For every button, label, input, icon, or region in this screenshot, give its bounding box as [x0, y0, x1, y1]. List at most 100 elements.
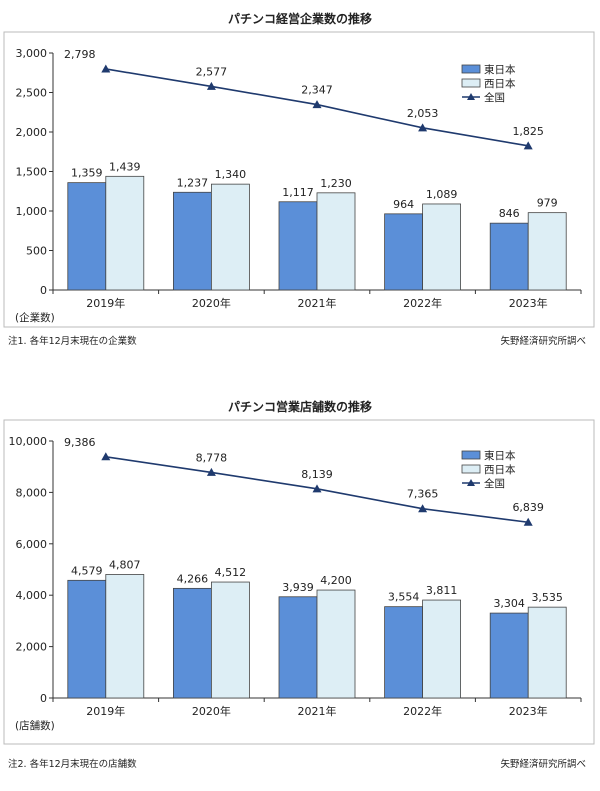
- chart1-line-marker: [418, 123, 428, 132]
- chart1-bar-east: [489, 222, 529, 291]
- chart1-legend-swatch-west: [461, 78, 481, 88]
- chart1-bar-label: 1,359: [71, 167, 103, 180]
- chart2-x-tick-label: 2021年: [298, 704, 337, 718]
- chart2-x-tick-label: 2023年: [509, 704, 548, 718]
- chart2-title: パチンコ営業店舗数の推移: [227, 400, 372, 414]
- chart1-bar-label: 1,237: [177, 176, 209, 189]
- chart2-y-tick-label: 0: [40, 692, 47, 705]
- chart1-y-tick-label: 3,000: [16, 47, 48, 60]
- chart2-line-label: 7,365: [407, 488, 439, 501]
- chart1-bar-east: [172, 191, 212, 291]
- chart2-source: 矢野経済研究所調べ: [500, 759, 586, 770]
- chart2-legend-label: 全国: [484, 477, 505, 490]
- chart2-legend-marker: [467, 479, 475, 486]
- chart2-line-label: 8,139: [301, 468, 333, 481]
- chart2-line-label: 8,778: [196, 451, 228, 464]
- chart1-bar-east: [67, 182, 107, 291]
- chart1-x-tick-label: 2021年: [298, 296, 337, 310]
- chart1-line-label: 1,825: [512, 125, 544, 138]
- chart1-title: パチンコ経営企業数の推移: [227, 12, 372, 26]
- chart1-legend-label: 全国: [484, 91, 505, 104]
- chart1-y-tick-label: 2,500: [16, 87, 48, 100]
- chart2-bar-west: [422, 599, 462, 699]
- chart1-bar-label: 846: [499, 207, 520, 220]
- chart2-y-tick-label: 4,000: [16, 589, 48, 602]
- chart1-bar-label: 979: [537, 197, 558, 210]
- chart2-bar-label: 4,266: [177, 572, 209, 585]
- chart2-bar-west: [210, 581, 250, 699]
- chart1-svg: 0 500 1,000 1,500 2,000 2,500 3,000 (企業数) 2019年 2…: [3, 31, 595, 328]
- chart1-bar-west: [527, 212, 567, 291]
- chart2-line-marker: [206, 467, 216, 476]
- chart2-bar-label: 4,200: [320, 574, 352, 587]
- chart1-bar-west: [105, 175, 145, 291]
- chart2-line-marker: [101, 452, 111, 461]
- chart2-line-marker: [523, 517, 533, 526]
- chart2-bar-label: 4,512: [215, 566, 247, 579]
- chart1-bar-label: 1,340: [215, 168, 247, 181]
- chart1-line-label: 2,798: [64, 48, 96, 61]
- chart2-note: 注2. 各年12月末現在の店舗数: [8, 759, 137, 770]
- chart2-bar-east: [384, 606, 424, 699]
- chart2-bar-west: [527, 606, 567, 699]
- chart2-line-label: 9,386: [64, 436, 96, 449]
- chart1-line-marker: [312, 100, 322, 109]
- chart1-bar-label: 1,230: [320, 177, 352, 190]
- chart2-bar-label: 3,811: [426, 584, 458, 597]
- chart2-x-tick-label: 2020年: [192, 704, 231, 718]
- chart1-y-tick-label: 1,500: [16, 166, 48, 179]
- chart1-line-marker: [101, 64, 111, 73]
- chart1-bar-west: [316, 192, 356, 291]
- chart2-bar-label: 4,807: [109, 558, 141, 571]
- chart1-x-tick-label: 2020年: [192, 296, 231, 310]
- chart2-x-tick-label: 2022年: [403, 704, 442, 718]
- chart1-bar-east: [278, 201, 318, 291]
- chart2-line-marker: [312, 484, 322, 493]
- chart1-y-tick-label: 1,000: [16, 205, 48, 218]
- chart1-source: 矢野経済研究所調べ: [500, 336, 586, 347]
- chart2-bar-west: [105, 574, 145, 699]
- chart2-bar-label: 3,554: [388, 591, 420, 604]
- chart2-bar-east: [489, 612, 529, 699]
- chart1-bar-label: 964: [393, 198, 414, 211]
- chart1-line-label: 2,347: [301, 84, 333, 97]
- chart2-svg: 0 2,000 4,000 6,000 8,000 10,000 (店舗数) 2019年 202…: [3, 419, 595, 745]
- chart2-y-tick-label: 10,000: [9, 435, 48, 448]
- chart1-legend-swatch-east: [461, 64, 481, 74]
- chart2-bar-east: [278, 596, 318, 699]
- chart1-bar-label: 1,439: [109, 160, 141, 173]
- chart2-x-tick-label: 2019年: [86, 704, 125, 718]
- chart1-bar-east: [384, 213, 424, 291]
- chart2-bar-label: 3,535: [531, 591, 563, 604]
- chart2-y-tick-label: 2,000: [16, 641, 48, 654]
- chart1-y-label: (企業数): [15, 311, 55, 324]
- chart2-legend-label: 西日本: [484, 463, 516, 476]
- chart2-legend-swatch-east: [461, 450, 481, 460]
- chart1-legend-label: 東日本: [484, 63, 516, 76]
- chart1-x-tick-label: 2019年: [86, 296, 125, 310]
- chart1-bar-label: 1,089: [426, 188, 458, 201]
- chart1-y-tick-label: 500: [26, 245, 47, 258]
- chart2-bar-label: 4,579: [71, 564, 103, 577]
- chart1-x-tick-label: 2023年: [509, 296, 548, 310]
- chart1-legend-label: 西日本: [484, 77, 516, 90]
- chart1-bar-west: [210, 183, 250, 291]
- chart2-line-label: 6,839: [512, 501, 544, 514]
- chart1-legend-marker: [467, 93, 475, 100]
- chart1-line-label: 2,577: [196, 65, 228, 78]
- chart1-bar-west: [422, 203, 462, 291]
- chart1-y-tick-label: 2,000: [16, 126, 48, 139]
- chart1-line-marker: [206, 81, 216, 90]
- chart1-line-label: 2,053: [407, 107, 439, 120]
- chart2-line-marker: [418, 504, 428, 513]
- chart2-bar-east: [67, 579, 107, 699]
- chart1-y-tick-label: 0: [40, 284, 47, 297]
- chart2-legend-swatch-west: [461, 464, 481, 474]
- chart2-bar-east: [172, 587, 212, 699]
- chart2-legend-label: 東日本: [484, 449, 516, 462]
- chart1-x-tick-label: 2022年: [403, 296, 442, 310]
- chart2-y-tick-label: 8,000: [16, 486, 48, 499]
- chart2-y-tick-label: 6,000: [16, 538, 48, 551]
- chart2-bar-label: 3,939: [282, 581, 314, 594]
- chart1-bar-label: 1,117: [282, 186, 314, 199]
